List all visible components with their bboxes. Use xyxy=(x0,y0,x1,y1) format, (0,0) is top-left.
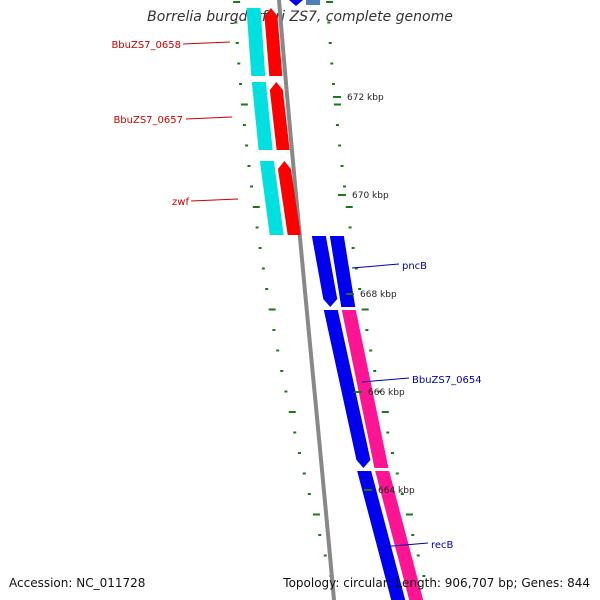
gene-bar-forward-inner[interactable] xyxy=(341,310,389,468)
gene-label-bbuzs7_0657[interactable]: BbuZS7_0657 xyxy=(113,115,183,126)
map-title: Borrelia burgdorferi ZS7, complete genom… xyxy=(147,9,453,25)
gene-label-zwf[interactable]: zwf xyxy=(172,197,189,208)
gene-features[interactable] xyxy=(246,0,424,600)
scale-label: 668 kbp xyxy=(360,290,397,300)
gene-leader-line xyxy=(182,41,231,45)
backbone-curve xyxy=(277,0,336,600)
gene-leader-line xyxy=(351,263,400,269)
scale-label: 672 kbp xyxy=(347,93,384,103)
gene-label-bbuzs7_0654[interactable]: BbuZS7_0654 xyxy=(412,375,482,386)
gene-leader-line xyxy=(185,116,233,120)
gene-arrow-forward[interactable] xyxy=(289,0,303,6)
scale-label: 670 kbp xyxy=(352,191,389,201)
gene-bar-forward-inner[interactable] xyxy=(375,471,424,600)
gene-label-pncb[interactable]: pncB xyxy=(402,261,427,272)
gene-bar-forward-inner[interactable] xyxy=(306,0,320,5)
gene-arrow-reverse[interactable] xyxy=(269,82,290,150)
gene-arrow-reverse[interactable] xyxy=(277,161,301,235)
scale-label: 666 kbp xyxy=(368,388,405,398)
accession-text: Accession: NC_011728 xyxy=(9,576,146,590)
gene-bar-reverse-inner[interactable] xyxy=(246,8,266,76)
gene-bar-reverse-inner[interactable] xyxy=(251,82,273,150)
gene-arrow-forward[interactable] xyxy=(323,310,371,468)
scale-label: 664 kbp xyxy=(378,486,415,496)
scale-labels: 672 kbp 670 kbp 668 kbp 666 kbp 664 kbp xyxy=(333,93,415,496)
gene-bar-forward-inner[interactable] xyxy=(329,236,356,307)
minor-ticks-left xyxy=(233,1,333,577)
gene-leader-line xyxy=(380,542,429,548)
gene-leader-line xyxy=(361,377,410,383)
gene-label-bbuzs7_0658[interactable]: BbuZS7_0658 xyxy=(111,40,181,51)
gene-leader-line xyxy=(190,198,239,202)
gene-arrow-forward[interactable] xyxy=(357,471,406,600)
minor-ticks-right xyxy=(326,1,426,577)
gene-arrow-forward[interactable] xyxy=(311,236,338,307)
topology-text: Topology: circular; Length: 906,707 bp; … xyxy=(283,576,590,590)
gene-arrow-reverse[interactable] xyxy=(264,8,283,76)
gene-label-recb[interactable]: recB xyxy=(431,540,454,551)
gene-bar-reverse-inner[interactable] xyxy=(259,161,284,235)
